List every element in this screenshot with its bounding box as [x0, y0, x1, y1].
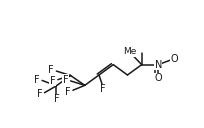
Text: F: F	[63, 75, 68, 85]
Text: N: N	[155, 60, 162, 70]
Text: F: F	[50, 76, 55, 86]
Text: Me: Me	[123, 47, 136, 56]
Text: O: O	[154, 73, 162, 83]
Text: F: F	[49, 65, 54, 75]
Text: O: O	[170, 54, 178, 64]
Text: F: F	[101, 84, 106, 94]
Text: F: F	[34, 75, 40, 85]
Text: F: F	[53, 94, 59, 104]
Text: F: F	[37, 89, 43, 99]
Text: F: F	[65, 87, 71, 97]
